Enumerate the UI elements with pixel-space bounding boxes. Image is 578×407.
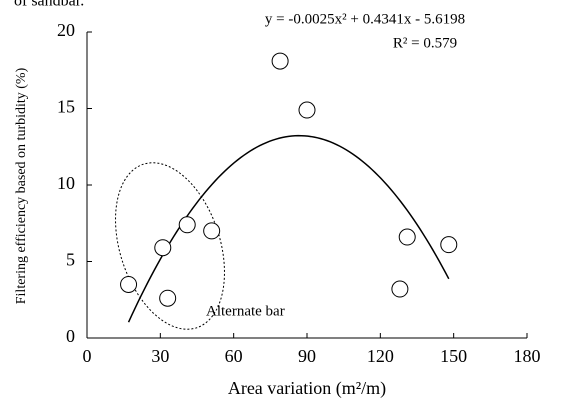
x-tick-label: 150 xyxy=(440,346,467,366)
data-point xyxy=(271,52,289,70)
data-point xyxy=(178,216,196,234)
x-tick-label: 90 xyxy=(298,346,316,366)
y-tick-label: 5 xyxy=(66,250,75,270)
y-axis-label: Filtering efficiency based on turbidity … xyxy=(14,67,29,304)
data-point xyxy=(203,222,221,240)
data-point xyxy=(154,239,172,257)
x-tick-label: 60 xyxy=(225,346,243,366)
data-point xyxy=(120,275,138,293)
data-point xyxy=(398,228,416,246)
data-point xyxy=(298,101,316,119)
y-tick-label: 10 xyxy=(57,173,75,193)
trend-equation: y = -0.0025x² + 0.4341x - 5.6198 xyxy=(265,11,465,27)
data-point xyxy=(440,236,458,254)
x-tick-label: 30 xyxy=(151,346,169,366)
data-point xyxy=(159,289,177,307)
y-tick-label: 0 xyxy=(66,326,75,346)
r-squared: R² = 0.579 xyxy=(393,35,457,51)
x-tick-label: 180 xyxy=(514,346,541,366)
y-tick-label: 20 xyxy=(57,20,75,40)
caption-fragment: of sandbar. xyxy=(14,0,84,10)
x-tick-label: 120 xyxy=(367,346,394,366)
y-tick-label: 15 xyxy=(57,97,75,117)
annotation-label: Alternate bar xyxy=(206,303,285,319)
data-point xyxy=(391,280,409,298)
x-axis-label: Area variation (m²/m) xyxy=(228,378,386,399)
x-tick-label: 0 xyxy=(83,346,92,366)
